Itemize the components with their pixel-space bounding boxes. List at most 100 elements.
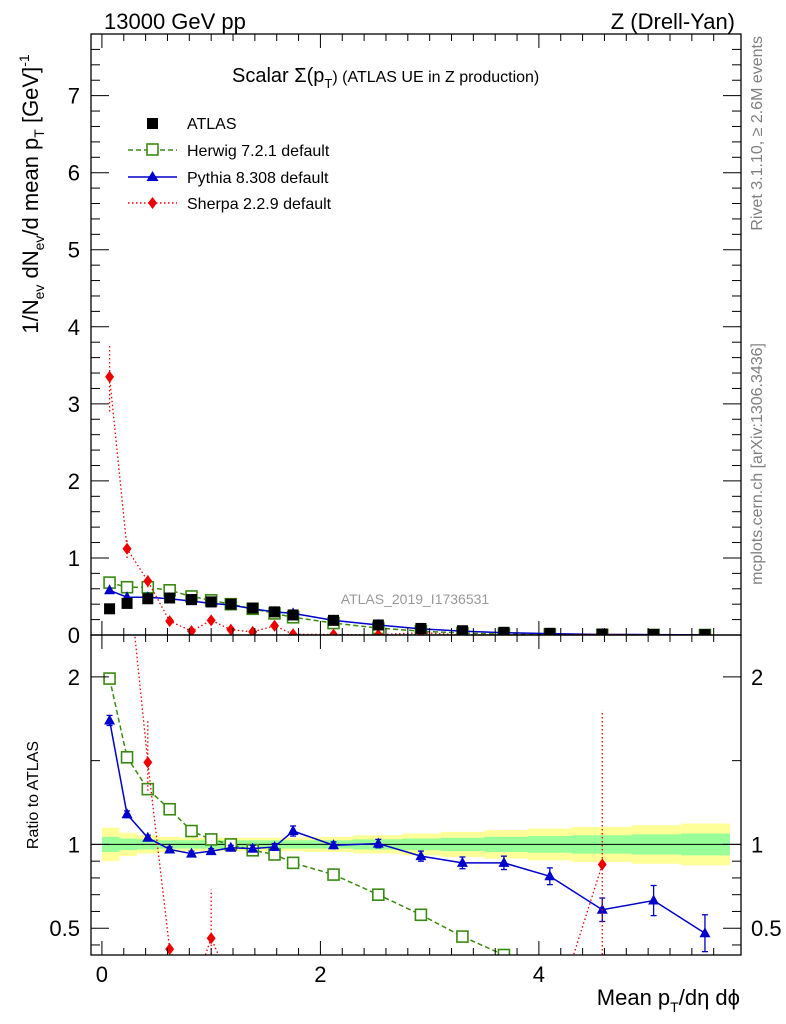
ratio-tick-label-left: 2: [68, 665, 80, 690]
atlas-point: [142, 593, 154, 605]
y-title-s1: ev: [31, 285, 47, 300]
ratio-pythia-point: [328, 839, 340, 850]
atlas-point: [225, 598, 237, 610]
herwig-point: [120, 580, 134, 594]
ratio-herwig-point: [163, 802, 176, 816]
main-panel: 0 1 2 3 4 5 6 7: [68, 33, 742, 648]
ratio-pythia-point: [247, 842, 259, 853]
mcplots-label: mcplots.cern.ch [arXiv:1306.3436]: [749, 343, 766, 585]
x-tick-label: 2: [314, 962, 326, 987]
ratio-tick-label-left: 1: [68, 832, 80, 857]
x-title-a: Mean p: [597, 985, 670, 1010]
sherpa-point: [329, 628, 339, 635]
atlas-point: [372, 619, 384, 631]
atlas-point: [104, 603, 116, 615]
ratio-pythia-point: [225, 841, 237, 852]
analysis-watermark: ATLAS_2019_I1736531: [341, 591, 490, 607]
legend-pythia-label: Pythia 8.308 default: [187, 170, 329, 187]
legend-sherpa-label: Sherpa 2.2.9 default: [187, 196, 332, 213]
atlas-point: [205, 596, 217, 608]
ratio-sherpa-point: [597, 858, 607, 871]
y-title-sup: -1: [16, 54, 32, 67]
ratio-herwig-point: [141, 782, 155, 796]
ratio-tick-label-right: 0.5: [751, 916, 782, 941]
x-tick-label: 4: [533, 962, 545, 987]
y-axis-title: 1/Nev dNev/d mean pT [GeV]-1: [16, 54, 47, 334]
header-energy: 13000 GeV pp: [104, 9, 246, 34]
ratio-pythia-point: [142, 831, 154, 842]
title-tail: ) (ATLAS UE in Z production): [332, 69, 539, 86]
atlas-point: [648, 628, 660, 635]
x-title-sub: T: [670, 999, 679, 1015]
ratio-tick-label-left: 0.5: [49, 916, 80, 941]
y-title-d: [GeV]: [18, 67, 43, 129]
legend-atlas-marker: [147, 118, 158, 129]
y-title-a: 1/N: [18, 299, 43, 333]
y-tick-label: 6: [68, 161, 80, 186]
y-tick-label: 3: [68, 392, 80, 417]
atlas-point: [415, 622, 427, 634]
y-title-b: dN: [18, 250, 43, 284]
y-title-c: /d mean p: [18, 138, 43, 236]
y-tick-label: 1: [68, 546, 80, 571]
x-title-b: /dη dϕ: [679, 985, 740, 1010]
sherpa-point: [373, 628, 383, 635]
ratio-pythia-point: [648, 894, 660, 905]
ratio-pythia-point: [104, 714, 116, 725]
ratio-herwig-point: [286, 856, 300, 870]
ratio-pythia-point: [164, 843, 176, 854]
atlas-point: [328, 614, 340, 626]
atlas-point: [186, 594, 198, 606]
atlas-point: [121, 597, 133, 609]
atlas-point: [456, 625, 468, 635]
legend-sherpa-marker: [148, 197, 157, 209]
ratio-herwig-point: [103, 672, 116, 685]
sherpa-point: [288, 628, 298, 635]
ratio-pythia-point: [269, 840, 281, 851]
sherpa-point: [143, 575, 153, 588]
sherpa-point: [248, 625, 258, 635]
atlas-point: [699, 629, 711, 635]
ratio-frame: [90, 634, 742, 956]
y-title-s3: T: [31, 129, 47, 138]
ratio-herwig-line: [108, 678, 505, 955]
legend: ATLAS Herwig 7.2.1 default Pythia 8.308 …: [128, 116, 332, 213]
ratio-pythia-point: [186, 847, 198, 858]
y-tick-label: 0: [68, 623, 80, 648]
main-plot-area: [103, 343, 712, 635]
atlas-point: [498, 626, 510, 635]
atlas-point: [287, 609, 299, 621]
ratio-tick-label-right: 1: [751, 832, 763, 857]
ratio-tick-label-right: 2: [751, 665, 763, 690]
x-tick-label: 0: [96, 962, 108, 987]
ratio-pythia-point: [287, 825, 299, 836]
ratio-sherpa-point: [165, 943, 175, 955]
ratio-pythia-point: [415, 850, 427, 861]
atlas-point: [164, 592, 176, 604]
ratio-sherpa-point: [143, 756, 153, 769]
sherpa-point: [165, 615, 175, 628]
ratio-pythia-point: [372, 837, 384, 848]
legend-herwig-marker: [146, 143, 159, 156]
ratio-pythia-point: [205, 845, 217, 856]
ratio-herwig-point: [372, 888, 385, 901]
legend-herwig-label: Herwig 7.2.1 default: [187, 143, 330, 160]
y-tick-label: 2: [68, 469, 80, 494]
sherpa-point: [206, 614, 216, 627]
sherpa-point: [270, 619, 280, 632]
ratio-y-axis-title: Ratio to ATLAS: [25, 741, 42, 849]
title-sub: T: [324, 76, 332, 91]
rivet-version-label: Rivet 3.1.10, ≥ 2.6M events: [749, 36, 766, 231]
title-main: Scalar Σ(p: [232, 65, 324, 87]
header-process: Z (Drell-Yan): [611, 9, 735, 34]
ratio-herwig-point: [120, 751, 134, 764]
sherpa-point: [122, 542, 132, 555]
legend-atlas-label: ATLAS: [187, 116, 237, 133]
ratio-sherpa-point: [206, 932, 216, 945]
ratio-pythia-point: [456, 856, 468, 867]
ratio-plot-area: [91, 635, 741, 955]
ratio-herwig-point: [185, 824, 198, 838]
ratio-panel: 0 2 4 0.5 0.5 1 1 2 2: [49, 34, 782, 987]
sherpa-point: [105, 370, 115, 383]
